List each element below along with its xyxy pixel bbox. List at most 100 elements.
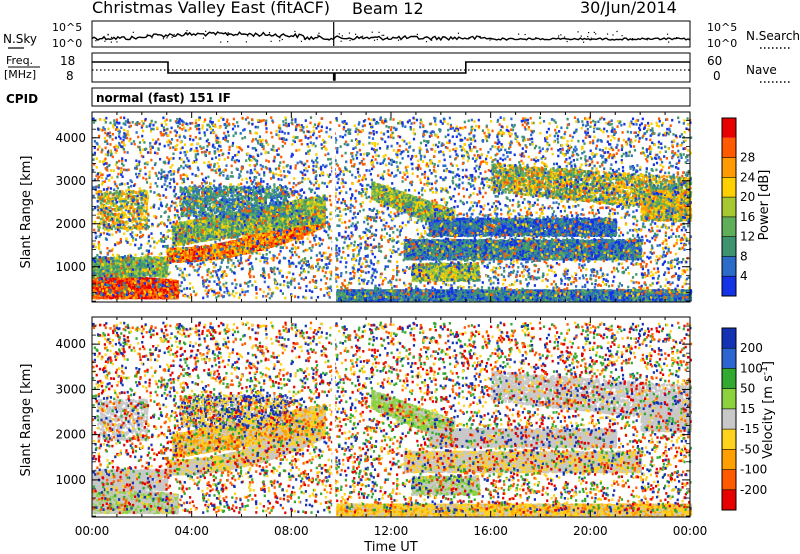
freq-left-tick-top: 18 — [60, 54, 75, 68]
noise-search-dot — [111, 42, 112, 43]
noise-right-label: N.Search — [746, 29, 800, 43]
noise-search-dot — [647, 39, 648, 40]
freq-panel-frame — [92, 53, 690, 82]
noise-search-dot — [362, 36, 363, 37]
noise-search-dot — [581, 35, 582, 36]
noise-search-dot — [166, 37, 167, 38]
noise-search-dot — [133, 32, 134, 33]
date-label: 30/Jun/2014 — [580, 0, 677, 17]
noise-search-dot — [227, 41, 228, 42]
noise-search-dot — [271, 41, 272, 42]
noise-panel: N.Sky 10^5 10^0 10^5 10^0 N.Search — [3, 21, 800, 50]
noise-search-dot — [594, 32, 595, 33]
noise-left-label: N.Sky — [3, 32, 37, 46]
noise-search-dot — [186, 32, 187, 33]
noise-search-dot — [535, 37, 536, 38]
noise-search-dot — [398, 40, 399, 41]
noise-search-dot — [587, 36, 588, 37]
noise-search-dot — [186, 30, 187, 31]
noise-search-dot — [104, 41, 105, 42]
noise-search-dot — [95, 40, 96, 41]
noise-search-dot — [328, 39, 329, 40]
noise-search-dot — [612, 34, 613, 35]
cpid-label: CPID — [6, 92, 38, 106]
noise-search-dot — [560, 34, 561, 35]
noise-search-dot — [372, 32, 373, 33]
frequency-line — [92, 62, 690, 80]
noise-search-dot — [374, 40, 375, 41]
beam-label: Beam 12 — [352, 0, 424, 18]
noise-search-dot — [227, 33, 228, 34]
noise-search-dot — [588, 32, 589, 33]
noise-search-dot — [468, 37, 469, 38]
noise-search-dot — [595, 33, 596, 34]
freq-left-tick-bottom: 8 — [66, 69, 74, 83]
noise-search-dot — [103, 37, 104, 38]
noise-search-dot — [618, 39, 619, 40]
noise-search-dot — [632, 38, 633, 39]
noise-search-dot — [294, 31, 295, 32]
noise-right-tick-bottom: 10^0 — [707, 37, 737, 50]
noise-search-dot — [668, 42, 669, 43]
noise-search-dot — [564, 36, 565, 37]
noise-search-dot — [96, 39, 97, 40]
noise-search-dot — [689, 39, 690, 40]
noise-search-dot — [279, 40, 280, 41]
noise-search-dot — [591, 38, 592, 39]
noise-search-dot — [157, 34, 158, 35]
noise-search-dot — [282, 39, 283, 40]
noise-right-tick-top: 10^5 — [707, 21, 737, 34]
noise-search-dot — [342, 35, 343, 36]
power-heatmap — [92, 112, 692, 302]
noise-search-dot — [676, 37, 677, 38]
freq-label-1: Freq. — [6, 54, 33, 67]
noise-search-dot — [341, 41, 342, 42]
noise-search-dot — [228, 32, 229, 33]
noise-search-dot — [489, 39, 490, 40]
noise-search-dot — [431, 40, 432, 41]
cpid-mode: normal (fast) 151 IF — [96, 91, 231, 105]
noise-search-dot — [247, 35, 248, 36]
nave-label: Nave — [746, 63, 777, 77]
noise-search-dot — [220, 42, 221, 43]
noise-search-dot — [382, 35, 383, 36]
noise-search-dot — [203, 38, 204, 39]
noise-search-dot — [246, 41, 247, 42]
noise-search-dot — [172, 37, 173, 38]
freq-panel: Freq. [MHz] 18 8 60 0 Nave — [4, 53, 792, 83]
noise-search-dot — [147, 34, 148, 35]
noise-search-dot — [163, 38, 164, 39]
radar-figure: Christmas Valley East (fitACF) Beam 12 3… — [0, 0, 800, 554]
noise-search-dot — [108, 34, 109, 35]
noise-search-dot — [426, 41, 427, 42]
noise-search-dot — [205, 31, 206, 32]
noise-search-dot — [355, 34, 356, 35]
noise-search-dot — [349, 32, 350, 33]
noise-search-dot — [458, 33, 459, 34]
noise-search-dot — [491, 38, 492, 39]
noise-search-dot — [607, 33, 608, 34]
noise-search-dot — [667, 34, 668, 35]
noise-search-dot — [566, 41, 567, 42]
noise-search-dot — [417, 34, 418, 35]
noise-search-dot — [377, 39, 378, 40]
noise-search-dot — [518, 34, 519, 35]
noise-search-dot — [111, 37, 112, 38]
freq-trace — [92, 62, 690, 80]
noise-search-dot — [622, 35, 623, 36]
noise-search-dot — [616, 31, 617, 32]
noise-search-dot — [602, 39, 603, 40]
noise-search-dot — [583, 42, 584, 43]
noise-search-dot — [349, 40, 350, 41]
noise-search-dot — [304, 38, 305, 39]
noise-search-dot — [151, 37, 152, 38]
noise-search-dot — [372, 37, 373, 38]
noise-trace — [92, 22, 690, 46]
noise-search-dot — [301, 41, 302, 42]
noise-panel-frame — [92, 21, 690, 47]
noise-search-dot — [558, 35, 559, 36]
noise-search-dot — [173, 34, 174, 35]
noise-search-dot — [479, 36, 480, 37]
noise-search-dot — [378, 32, 379, 33]
